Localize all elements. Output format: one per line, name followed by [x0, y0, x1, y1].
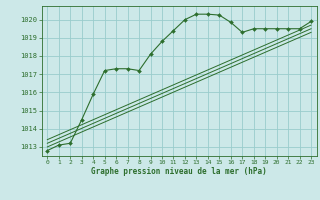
X-axis label: Graphe pression niveau de la mer (hPa): Graphe pression niveau de la mer (hPa)	[91, 167, 267, 176]
